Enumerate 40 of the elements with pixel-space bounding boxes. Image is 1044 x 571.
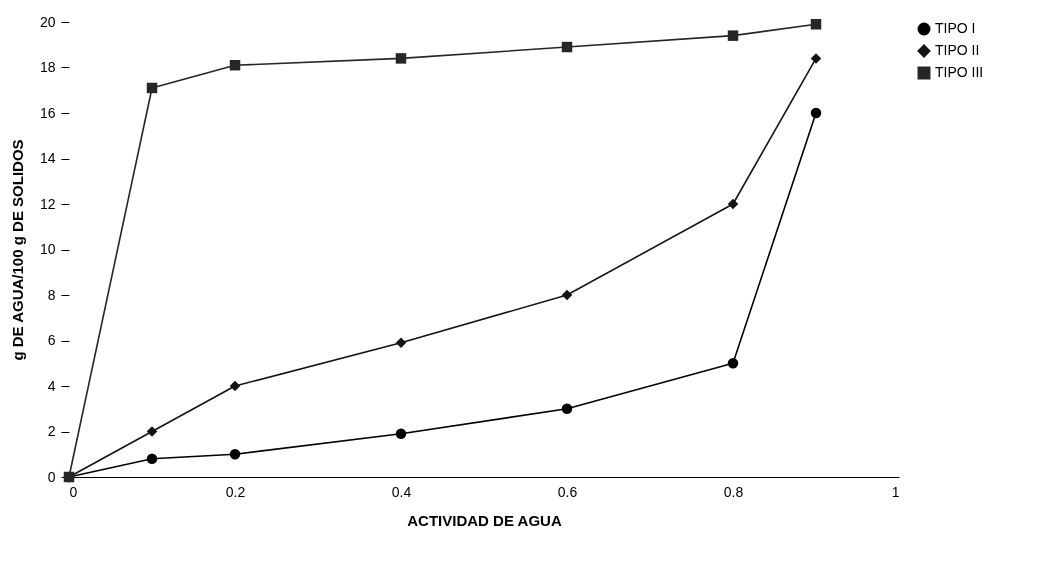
point bbox=[395, 53, 407, 64]
point bbox=[561, 41, 573, 53]
y-tick-label: 4 bbox=[47, 377, 56, 394]
point bbox=[229, 449, 241, 460]
legend-label: TIPO II bbox=[935, 42, 980, 58]
legend-label: TIPO III bbox=[935, 64, 984, 80]
y-axis-title: g DE AGUA/100 g DE SOLIDOS bbox=[8, 139, 26, 361]
y-tick-label: 2 bbox=[47, 423, 56, 439]
point bbox=[810, 19, 822, 30]
point bbox=[561, 289, 573, 301]
point bbox=[727, 30, 739, 41]
y-tick-label: 8 bbox=[47, 286, 56, 303]
x-tick-label: 1 bbox=[891, 483, 900, 500]
y-tick-label: 14 bbox=[39, 150, 56, 166]
point bbox=[229, 59, 241, 71]
x-tick-label: 0.4 bbox=[391, 483, 412, 500]
legend-label: TIPO I bbox=[935, 20, 976, 36]
point bbox=[146, 82, 158, 94]
y-tick-label: 12 bbox=[39, 195, 56, 212]
point bbox=[146, 426, 158, 437]
y-tick-label: 6 bbox=[47, 332, 56, 348]
y-tick-label: 0 bbox=[47, 468, 56, 485]
point bbox=[727, 198, 739, 210]
x-tick-label: 0 bbox=[69, 483, 78, 500]
y-tick-label: 10 bbox=[39, 241, 56, 257]
point bbox=[395, 428, 407, 440]
x-tick-label: 0.8 bbox=[723, 483, 744, 500]
point bbox=[727, 358, 739, 369]
point bbox=[146, 453, 158, 465]
x-tick-label: 0.2 bbox=[225, 483, 246, 500]
point bbox=[229, 380, 241, 392]
x-axis-title: ACTIVIDAD DE AGUA bbox=[407, 511, 562, 529]
x-tick-label: 0.6 bbox=[557, 483, 578, 500]
point bbox=[395, 337, 407, 349]
point bbox=[810, 107, 822, 119]
y-tick-label: 18 bbox=[39, 59, 56, 75]
y-tick-label: 20 bbox=[39, 13, 56, 30]
point bbox=[561, 403, 573, 414]
point bbox=[810, 53, 822, 64]
y-tick-label: 16 bbox=[39, 104, 56, 121]
